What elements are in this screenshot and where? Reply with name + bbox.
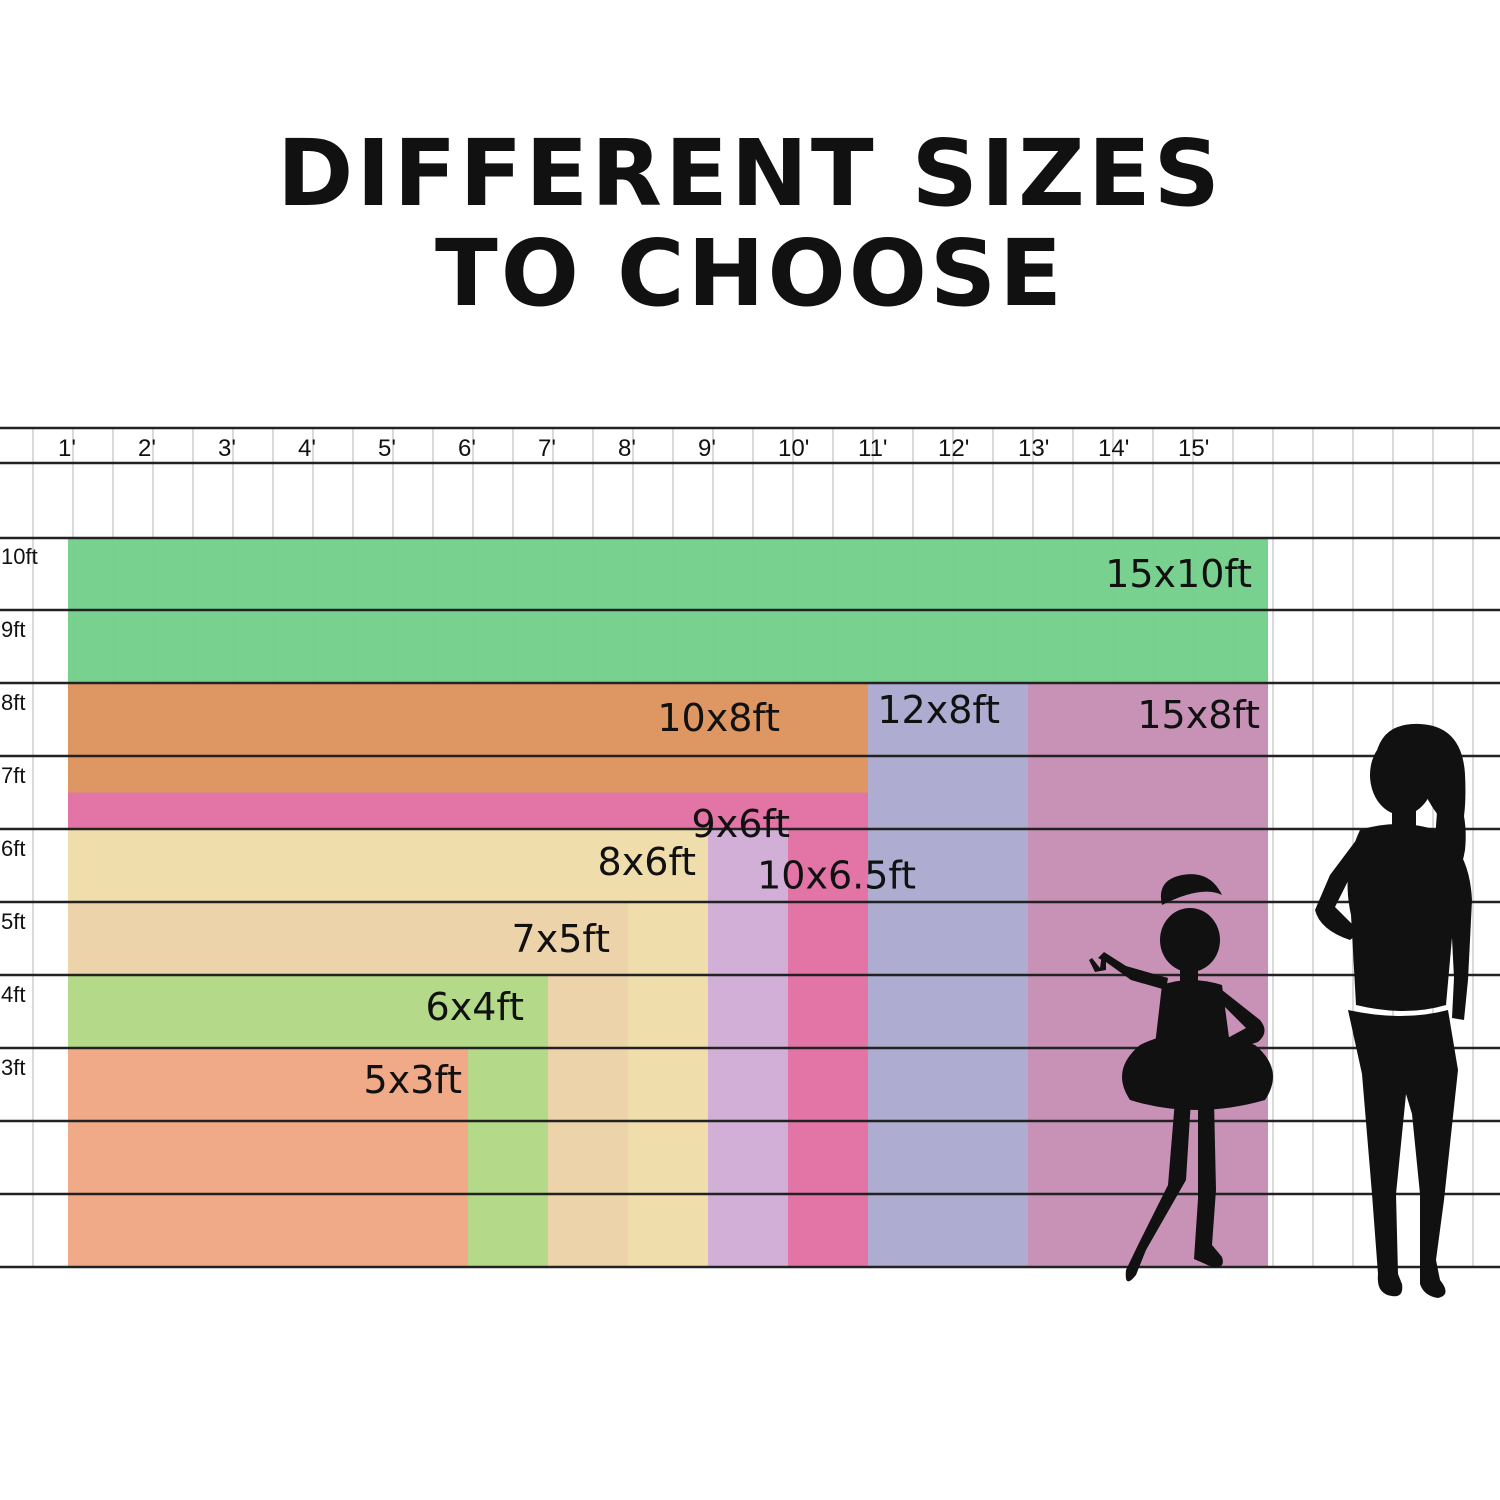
size-label-5x3ft: 5x3ft [364,1058,462,1102]
size-label-15x8ft: 15x8ft [1137,693,1260,737]
column-label: 1' [58,435,76,462]
row-label: 5ft [1,909,25,934]
row-label: 7ft [1,763,25,788]
title-line-1: DIFFERENT SIZES [277,120,1223,227]
size-label-8x6ft: 8x6ft [598,840,696,884]
row-label: 9ft [1,617,25,642]
column-labels: 1' 2' 3' 4' 5' 6' 7' 8' 9' 10' 11' 12' 13' 14' 15' [58,435,1209,462]
column-label: 3' [218,435,236,462]
size-label-15x10ft: 15x10ft [1105,552,1252,596]
size-label-7x5ft: 7x5ft [512,917,610,961]
column-label: 7' [538,435,556,462]
row-label: 4ft [1,982,25,1007]
size-label-10x6.5ft: 10x6.5ft [757,854,916,898]
size-rect-5x3ft [68,1048,468,1267]
title-line-2: TO CHOOSE [434,220,1066,327]
column-label: 6' [458,435,476,462]
column-label: 14' [1098,435,1129,462]
row-labels: 10ft 9ft 8ft 7ft 6ft 5ft 4ft 3ft [1,544,38,1080]
row-label: 6ft [1,836,25,861]
woman-silhouette [1315,723,1472,1298]
column-label: 10' [778,435,809,462]
column-label: 8' [618,435,636,462]
size-labels: 15x10ft 15x8ft 12x8ft 10x8ft 10x6.5ft 9x6ft8x… [364,552,1260,1102]
column-label: 11' [858,435,888,462]
row-label: 10ft [1,544,38,569]
row-label: 3ft [1,1055,25,1080]
column-label: 4' [298,435,316,462]
size-label-9x6ft: 9x6ft [692,802,790,846]
column-label: 13' [1018,435,1049,462]
girl-silhouette [1089,874,1273,1282]
size-label-6x4ft: 6x4ft [426,985,524,1029]
column-label: 12' [938,435,969,462]
size-label-12x8ft: 12x8ft [877,688,1000,732]
size-label-10x8ft: 10x8ft [657,696,780,740]
column-label: 15' [1178,435,1209,462]
column-label: 5' [378,435,396,462]
column-label: 9' [698,435,716,462]
row-label: 8ft [1,690,25,715]
column-label: 2' [138,435,156,462]
